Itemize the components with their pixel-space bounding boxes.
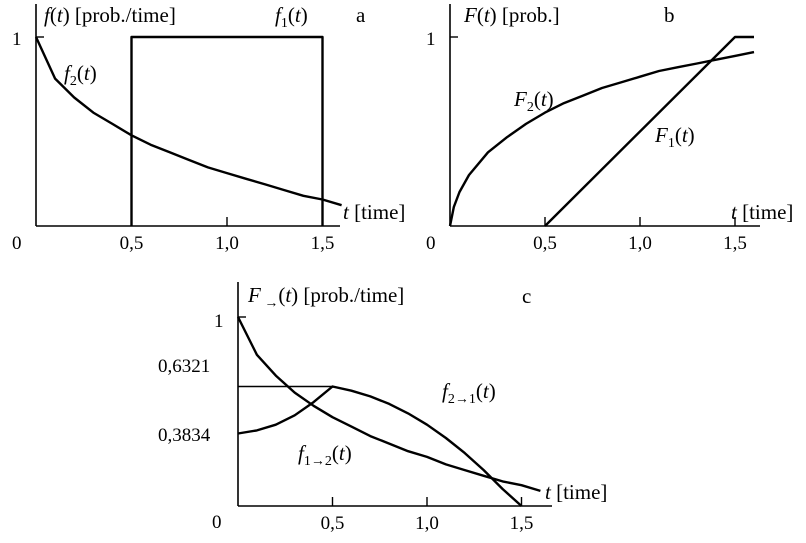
series-label-F1: F1(t) — [654, 123, 695, 151]
series-line-b-0 — [544, 35, 754, 227]
origin-label-c: 0 — [212, 512, 222, 533]
xlabel-b: t [time] — [731, 200, 793, 224]
y-tick-label-c-3: 0,3834 — [158, 425, 211, 446]
series-line-c-1 — [237, 385, 523, 507]
ylabel-b: F(t) [prob.] — [463, 3, 560, 27]
xlabel-a: t [time] — [343, 200, 405, 224]
panel-letter-c: c — [522, 284, 531, 308]
x-ticks-c: 0,5 1,0 1,5 — [238, 316, 534, 534]
origin-label-a: 0 — [12, 233, 22, 254]
x-tick-label-a-0: 0,5 — [120, 233, 144, 254]
series-line-b-1 — [448, 50, 755, 227]
panel-c: F →(t) [prob./time] c t [time] 0 1 0,632… — [158, 282, 607, 534]
x-tick-label-b-2: 1,5 — [723, 233, 747, 254]
series-label-f2: f2(t) — [64, 61, 97, 89]
y-tick-label-b-1: 1 — [426, 29, 436, 50]
curves-a — [34, 35, 342, 226]
panel-a: f(t) [prob./time] a t [time] 0 1 0,5 1,0 1… — [12, 3, 405, 254]
series-label-f1: f1(t) — [275, 3, 308, 31]
xlabel-c: t [time] — [545, 480, 607, 504]
x-tick-label-a-1: 1,0 — [215, 233, 239, 254]
series-line-a-1 — [34, 36, 342, 207]
y-tick-label-c-2: 0,6321 — [158, 356, 210, 377]
panel-letter-a: a — [356, 3, 366, 27]
x-tick-label-c-0: 0,5 — [321, 513, 345, 534]
x-tick-label-c-1: 1,0 — [415, 513, 439, 534]
curves-b — [448, 35, 755, 227]
curves-c — [236, 316, 541, 507]
x-tick-label-a-2: 1,5 — [311, 233, 335, 254]
x-ticks-b: 0,5 1,0 1,5 — [450, 36, 747, 254]
ylabel-a: f(t) [prob./time] — [44, 3, 176, 27]
x-ticks-a: 0,5 1,0 1,5 — [36, 36, 335, 254]
panel-letter-b: b — [664, 3, 675, 27]
y-tick-label-a-1: 1 — [12, 29, 22, 50]
x-tick-label-b-1: 1,0 — [628, 233, 652, 254]
ylabel-c: F →(t) [prob./time] — [247, 283, 404, 311]
series-line-a-0 — [130, 35, 324, 226]
x-tick-label-b-0: 0,5 — [533, 233, 557, 254]
series-label-F2: F2(t) — [513, 87, 554, 115]
y-tick-label-c-1: 1 — [214, 311, 224, 332]
panel-b: F(t) [prob.] b t [time] 0 1 0,5 1,0 1,5 F1… — [426, 3, 793, 254]
series-label-f21: f2→1(t) — [442, 379, 496, 407]
x-tick-label-c-2: 1,5 — [510, 513, 534, 534]
origin-label-b: 0 — [426, 233, 436, 254]
series-label-f12: f1→2(t) — [298, 441, 352, 469]
